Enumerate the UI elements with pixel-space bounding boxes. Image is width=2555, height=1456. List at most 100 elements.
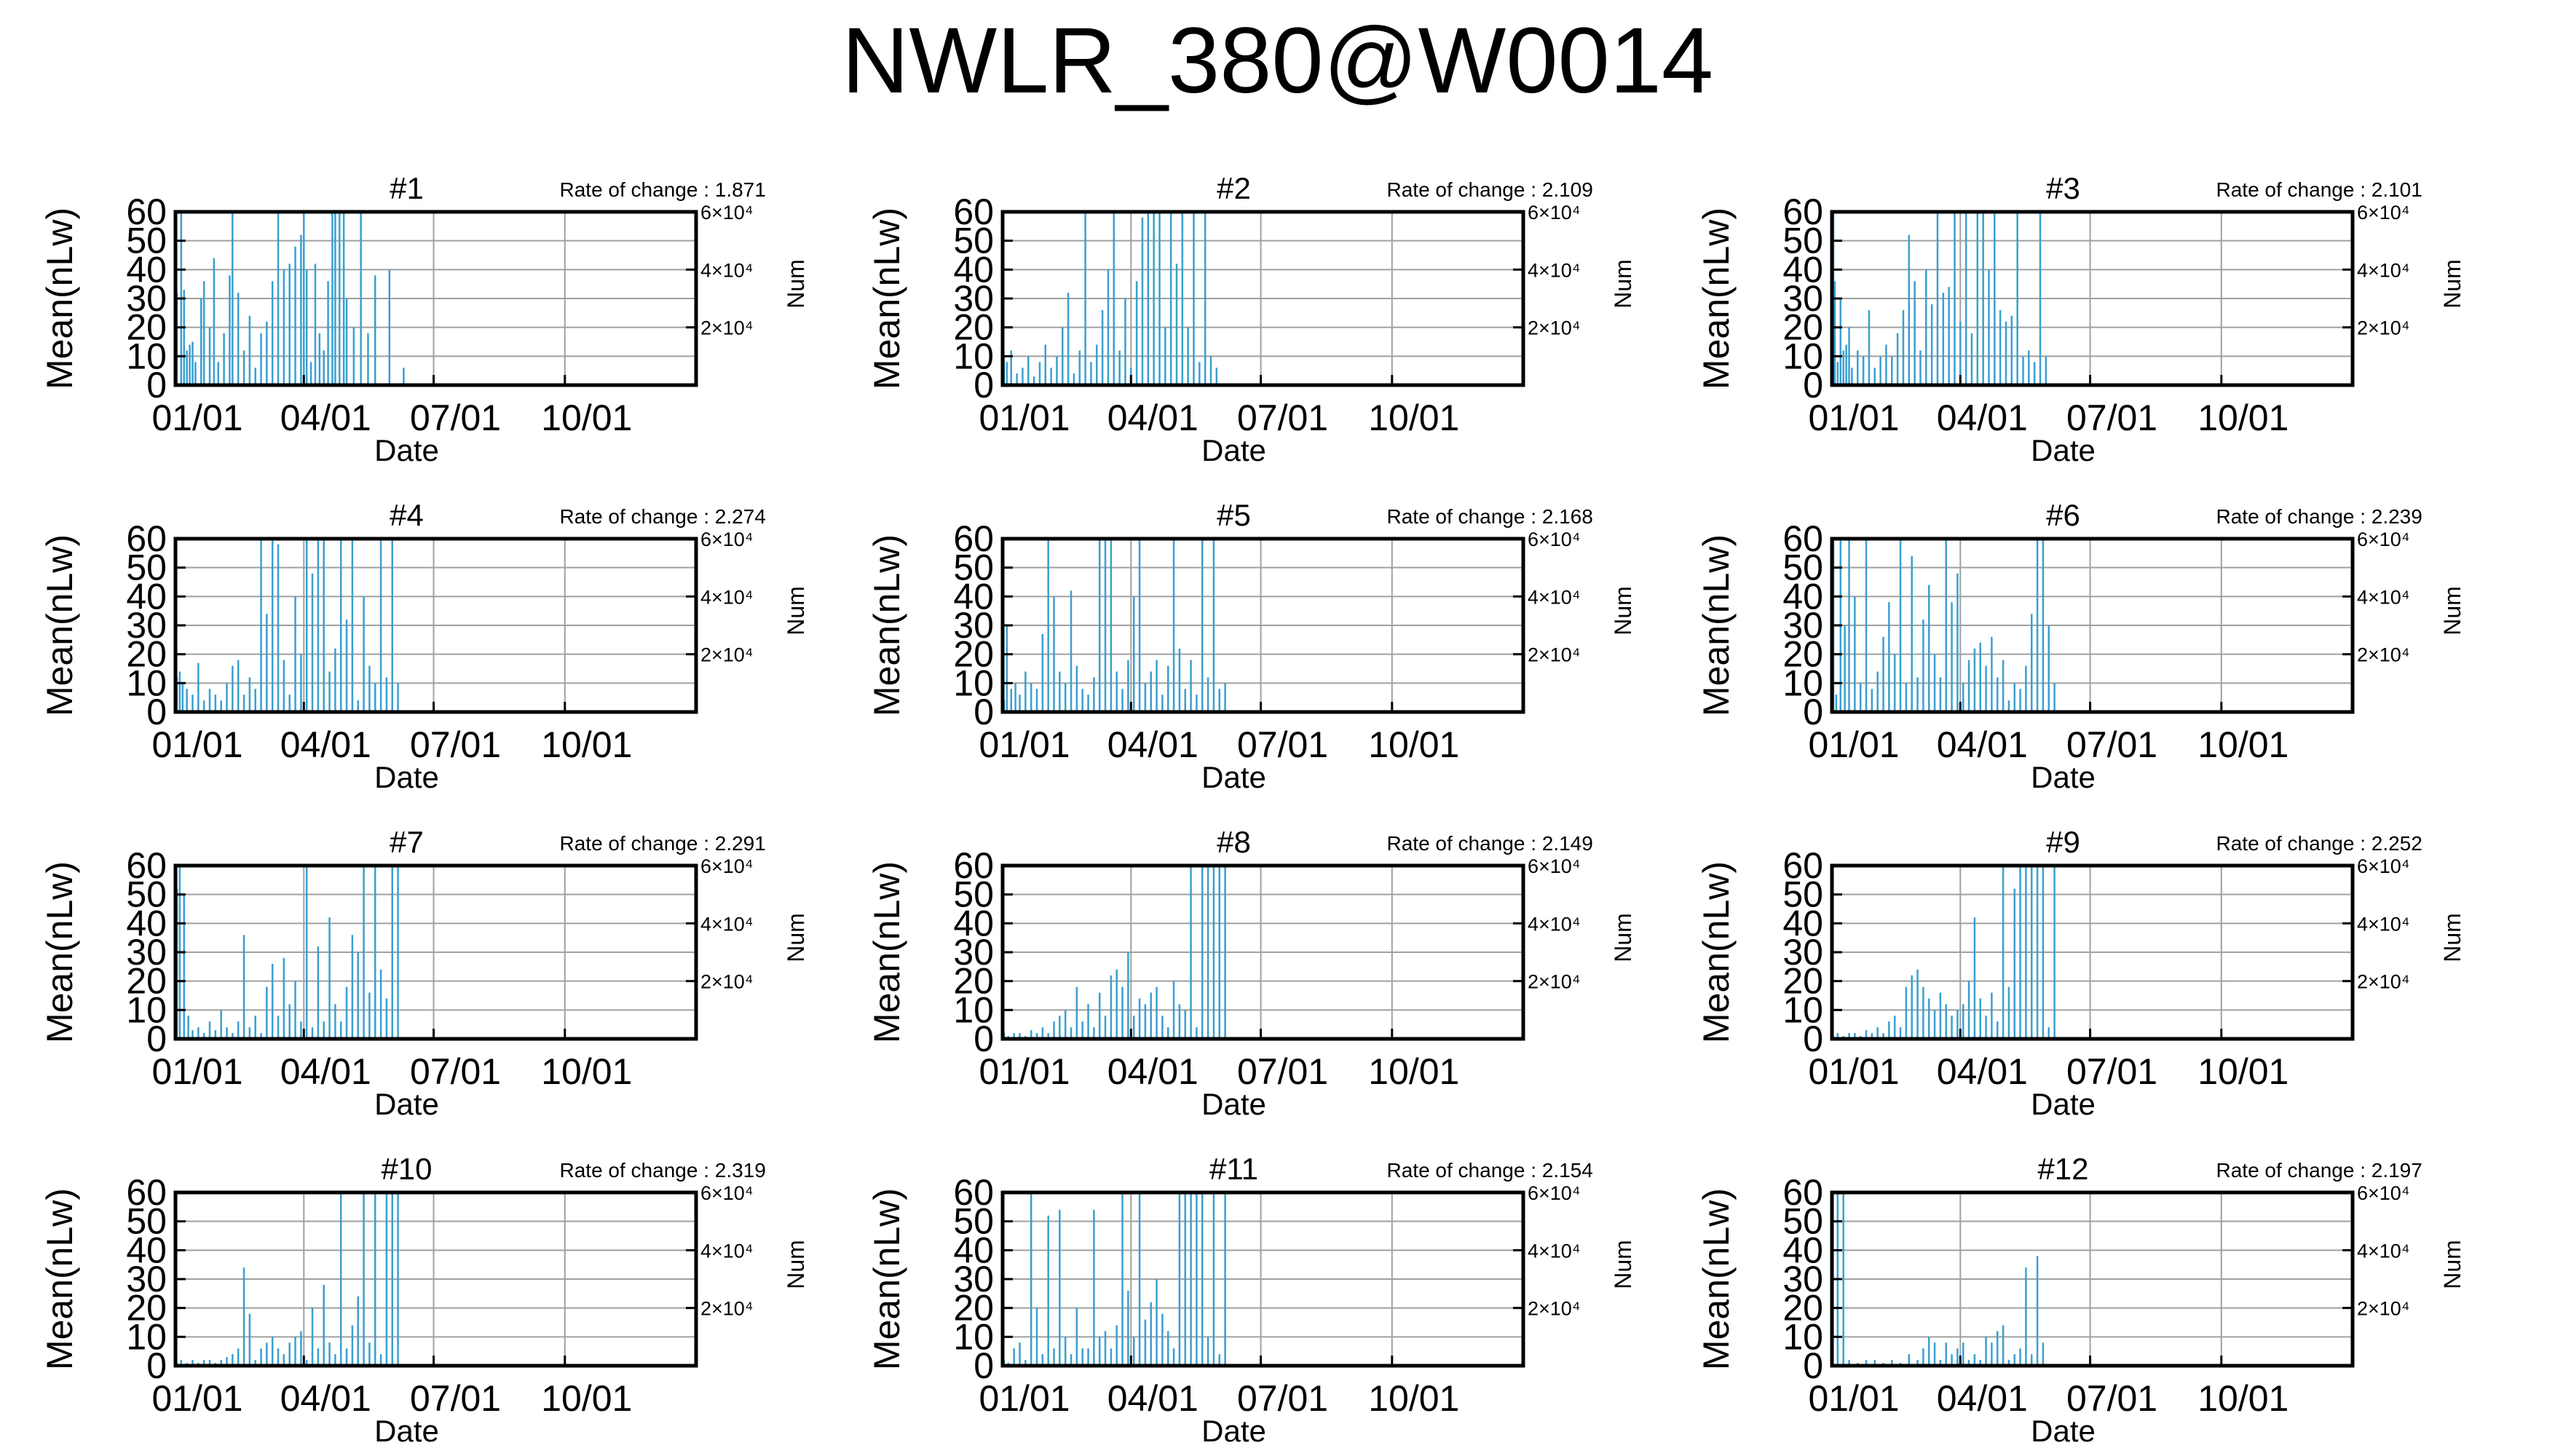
- y-tick-label: 30: [1782, 278, 1823, 319]
- y2-tick-label: 6×10⁴: [700, 1182, 753, 1204]
- y-tick-label: 60: [126, 845, 167, 886]
- y2-axis-label: Num: [783, 259, 809, 309]
- rate-of-change-label: Rate of change : 2.101: [2216, 178, 2422, 201]
- y2-axis-label: Num: [1610, 586, 1636, 636]
- y-tick-label: 20: [953, 1288, 994, 1329]
- y2-axis-label: Num: [1610, 913, 1636, 962]
- y2-tick-label: 4×10⁴: [1528, 586, 1580, 608]
- y-tick-label: 60: [1782, 845, 1823, 886]
- y-tick-label: 20: [1782, 1288, 1823, 1329]
- y2-axis-label: Num: [2439, 913, 2465, 962]
- y-tick-label: 10: [1782, 662, 1823, 703]
- panel-title: #6: [2046, 498, 2080, 532]
- y-tick-label: 0: [1803, 1345, 1823, 1386]
- y2-tick-label: 4×10⁴: [2357, 913, 2409, 935]
- panel-title: #8: [1217, 825, 1251, 859]
- y-tick-label: 20: [953, 961, 994, 1002]
- y-tick-label: 50: [126, 221, 167, 261]
- y-tick-label: 40: [1782, 903, 1823, 943]
- x-axis-label: Date: [2031, 1414, 2096, 1448]
- y-tick-label: 20: [126, 1288, 167, 1329]
- y-tick-label: 10: [126, 989, 167, 1030]
- x-tick-label: 01/01: [151, 397, 242, 438]
- y-tick-label: 30: [126, 932, 167, 973]
- y-axis-label: Mean(nLw): [1696, 534, 1737, 716]
- y-tick-label: 0: [974, 1345, 994, 1386]
- x-tick-label: 07/01: [1237, 1378, 1328, 1419]
- panel-title: #4: [390, 498, 424, 532]
- y2-tick-label: 2×10⁴: [1528, 317, 1580, 339]
- y-axis-label: Mean(nLw): [1696, 1188, 1737, 1370]
- y-axis-label: Mean(nLw): [1696, 861, 1737, 1043]
- rate-of-change-label: Rate of change : 2.168: [1387, 505, 1593, 528]
- panel-title: #1: [390, 171, 424, 205]
- y2-axis-label: Num: [1610, 1240, 1636, 1289]
- x-tick-label: 10/01: [541, 397, 632, 438]
- y-tick-label: 50: [1782, 874, 1823, 915]
- y2-tick-label: 6×10⁴: [700, 202, 753, 223]
- y-axis-label: Mean(nLw): [866, 207, 907, 389]
- y2-axis-label: Num: [783, 586, 809, 636]
- y-tick-label: 10: [1782, 989, 1823, 1030]
- y2-tick-label: 4×10⁴: [1528, 259, 1580, 281]
- y-tick-label: 0: [974, 365, 994, 405]
- y-axis-label: Mean(nLw): [866, 534, 907, 716]
- y2-tick-label: 2×10⁴: [2357, 1298, 2409, 1320]
- x-tick-label: 04/01: [1937, 1378, 2028, 1419]
- y-tick-label: 10: [1782, 1316, 1823, 1357]
- y-tick-label: 60: [953, 845, 994, 886]
- y2-axis-label: Num: [2439, 586, 2465, 636]
- rate-of-change-label: Rate of change : 2.291: [560, 832, 766, 855]
- y2-tick-label: 6×10⁴: [700, 529, 753, 550]
- y2-tick-label: 4×10⁴: [700, 586, 753, 608]
- y2-tick-label: 2×10⁴: [700, 1298, 753, 1320]
- page-title: NWLR_380@W0014: [841, 9, 1714, 113]
- x-tick-label: 07/01: [2066, 397, 2157, 438]
- y2-tick-label: 6×10⁴: [1528, 1182, 1580, 1204]
- panel-title: #3: [2046, 171, 2080, 205]
- y2-tick-label: 4×10⁴: [1528, 913, 1580, 935]
- y-tick-label: 0: [146, 1345, 167, 1386]
- x-axis-label: Date: [1201, 1414, 1266, 1448]
- y-tick-label: 60: [126, 518, 167, 559]
- x-tick-label: 07/01: [410, 1378, 501, 1419]
- y-tick-label: 20: [1782, 634, 1823, 675]
- y-tick-label: 40: [953, 1230, 994, 1270]
- rate-of-change-label: Rate of change : 2.239: [2216, 505, 2422, 528]
- y2-tick-label: 2×10⁴: [2357, 644, 2409, 666]
- y-tick-label: 10: [953, 1316, 994, 1357]
- y2-axis-label: Num: [783, 913, 809, 962]
- y-tick-label: 60: [953, 191, 994, 232]
- rate-of-change-label: Rate of change : 2.109: [1387, 178, 1593, 201]
- y-tick-label: 10: [1782, 336, 1823, 376]
- x-tick-label: 01/01: [1808, 1378, 1899, 1419]
- y2-tick-label: 4×10⁴: [2357, 259, 2409, 281]
- x-axis-label: Date: [374, 433, 439, 467]
- y-tick-label: 30: [1782, 932, 1823, 973]
- y2-tick-label: 6×10⁴: [2357, 855, 2409, 877]
- y2-tick-label: 2×10⁴: [700, 317, 753, 339]
- x-tick-label: 01/01: [1808, 397, 1899, 438]
- x-tick-label: 10/01: [1368, 724, 1459, 765]
- y-tick-label: 40: [126, 1230, 167, 1270]
- y-tick-label: 10: [126, 662, 167, 703]
- rate-of-change-label: Rate of change : 2.149: [1387, 832, 1593, 855]
- x-axis-label: Date: [2031, 760, 2096, 794]
- x-tick-label: 04/01: [280, 1378, 371, 1419]
- y-tick-label: 50: [953, 221, 994, 261]
- x-tick-label: 07/01: [410, 1051, 501, 1092]
- x-tick-label: 04/01: [1937, 724, 2028, 765]
- y-tick-label: 40: [126, 903, 167, 943]
- y-tick-label: 0: [146, 1018, 167, 1059]
- y-tick-label: 20: [126, 634, 167, 675]
- y-tick-label: 30: [126, 605, 167, 646]
- y2-tick-label: 6×10⁴: [700, 855, 753, 877]
- x-tick-label: 04/01: [1937, 1051, 2028, 1092]
- y-axis-label: Mean(nLw): [1696, 207, 1737, 389]
